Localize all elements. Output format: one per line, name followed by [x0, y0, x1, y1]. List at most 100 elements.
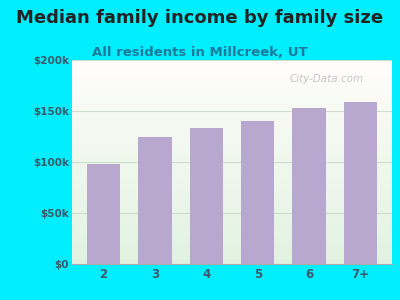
Bar: [72, 185, 392, 187]
Bar: [72, 184, 392, 185]
Bar: [72, 139, 392, 140]
Bar: [72, 216, 392, 217]
Bar: [72, 211, 392, 212]
Bar: [72, 223, 392, 224]
Text: City-Data.com: City-Data.com: [290, 74, 364, 84]
Bar: [72, 206, 392, 207]
Bar: [72, 98, 392, 99]
Bar: [72, 199, 392, 200]
Bar: [72, 121, 392, 122]
Bar: [72, 160, 392, 161]
Bar: [72, 225, 392, 226]
Bar: [72, 73, 392, 74]
Bar: [72, 109, 392, 110]
Bar: [72, 187, 392, 188]
Bar: [72, 74, 392, 75]
Bar: [72, 101, 392, 102]
Bar: [72, 251, 392, 252]
Bar: [72, 151, 392, 152]
Bar: [72, 202, 392, 203]
Bar: [72, 145, 392, 146]
Bar: [72, 107, 392, 108]
Bar: [72, 66, 392, 67]
Bar: [72, 234, 392, 236]
Bar: [72, 92, 392, 93]
Bar: [72, 148, 392, 149]
Bar: [72, 203, 392, 204]
Bar: [72, 78, 392, 80]
Bar: [72, 210, 392, 211]
Bar: [86, 164, 120, 264]
Bar: [72, 61, 392, 62]
Bar: [72, 262, 392, 263]
Bar: [72, 173, 392, 174]
Bar: [72, 60, 392, 61]
Bar: [72, 142, 392, 144]
Bar: [72, 113, 392, 114]
Bar: [72, 77, 392, 78]
Bar: [72, 201, 392, 202]
Bar: [72, 154, 392, 155]
Text: Median family income by family size: Median family income by family size: [16, 9, 384, 27]
Bar: [72, 88, 392, 90]
Bar: [72, 177, 392, 178]
Bar: [72, 105, 392, 106]
Bar: [72, 124, 392, 125]
Bar: [72, 62, 392, 63]
Bar: [72, 222, 392, 223]
Bar: [72, 260, 392, 261]
Bar: [72, 190, 392, 192]
Bar: [72, 111, 392, 112]
Bar: [72, 196, 392, 197]
Bar: [72, 227, 392, 228]
Bar: [138, 136, 172, 264]
Bar: [72, 68, 392, 69]
Bar: [72, 130, 392, 131]
Bar: [72, 149, 392, 150]
Bar: [72, 204, 392, 205]
Bar: [72, 97, 392, 98]
Bar: [72, 255, 392, 256]
Bar: [72, 164, 392, 165]
Bar: [72, 80, 392, 81]
Bar: [72, 229, 392, 230]
Bar: [72, 192, 392, 193]
Bar: [72, 153, 392, 154]
Bar: [72, 200, 392, 201]
Bar: [72, 63, 392, 64]
Bar: [72, 119, 392, 120]
Bar: [72, 146, 392, 147]
Bar: [72, 100, 392, 101]
Bar: [72, 110, 392, 111]
Bar: [72, 132, 392, 134]
Bar: [72, 239, 392, 241]
Bar: [72, 140, 392, 141]
Bar: [72, 183, 392, 184]
Bar: [72, 155, 392, 156]
Bar: [72, 236, 392, 238]
Bar: [72, 159, 392, 160]
Bar: [72, 64, 392, 65]
Bar: [72, 112, 392, 113]
Bar: [72, 108, 392, 109]
Bar: [72, 115, 392, 116]
Bar: [72, 150, 392, 151]
Bar: [72, 161, 392, 162]
Bar: [72, 180, 392, 181]
Text: All residents in Millcreek, UT: All residents in Millcreek, UT: [92, 46, 308, 59]
Bar: [72, 163, 392, 164]
Bar: [72, 114, 392, 115]
Bar: [72, 106, 392, 107]
Bar: [72, 76, 392, 77]
Bar: [292, 108, 326, 264]
Bar: [72, 194, 392, 195]
Bar: [72, 233, 392, 234]
Bar: [72, 241, 392, 242]
Bar: [72, 207, 392, 208]
Bar: [72, 169, 392, 170]
Bar: [72, 120, 392, 121]
Bar: [72, 167, 392, 168]
Bar: [72, 127, 392, 128]
Bar: [72, 71, 392, 72]
Bar: [72, 96, 392, 97]
